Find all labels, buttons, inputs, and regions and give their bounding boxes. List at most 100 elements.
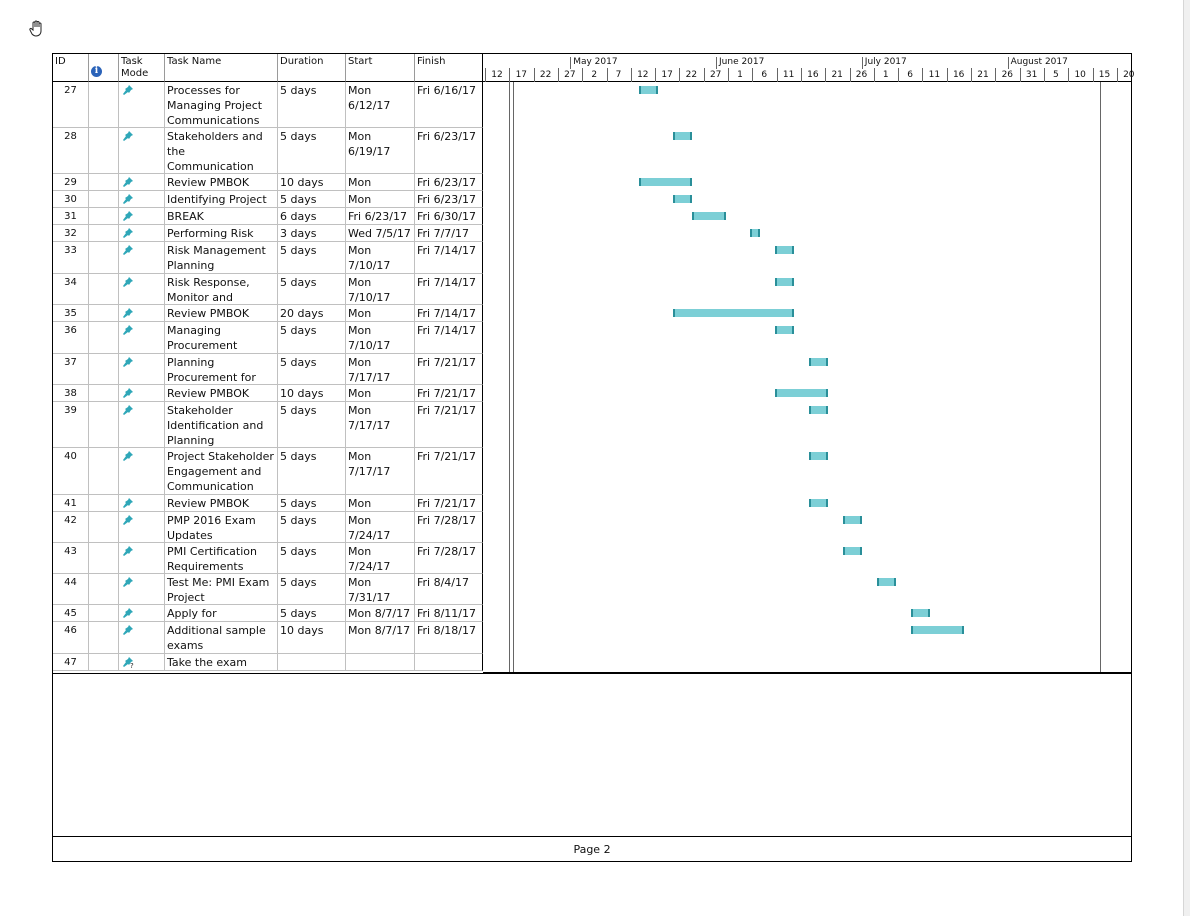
- task-start-cell[interactable]: Mon 6/12/17: [346, 174, 415, 191]
- task-id-cell[interactable]: 39: [53, 402, 89, 448]
- gantt-bar[interactable]: [808, 406, 829, 414]
- table-row[interactable]: 33 Risk Management Planning 5 days Mon 7/10…: [53, 242, 483, 274]
- task-finish-cell[interactable]: Fri 6/16/17: [415, 82, 483, 128]
- task-start-cell[interactable]: Mon 7/10/17: [346, 242, 415, 274]
- task-duration-cell[interactable]: 5 days: [278, 191, 346, 208]
- task-id-cell[interactable]: 44: [53, 574, 89, 605]
- task-mode-cell[interactable]: [119, 274, 165, 305]
- task-start-cell[interactable]: Mon 7/17/17: [346, 354, 415, 385]
- task-duration-cell[interactable]: 5 days: [278, 82, 346, 128]
- indicator-cell[interactable]: [89, 543, 119, 574]
- task-mode-cell[interactable]: [119, 354, 165, 385]
- task-finish-cell[interactable]: Fri 7/21/17: [415, 354, 483, 385]
- gantt-bar[interactable]: [750, 229, 761, 237]
- table-row[interactable]: 39 Stakeholder Identification and Plannin…: [53, 402, 483, 448]
- indicator-cell[interactable]: [89, 208, 119, 225]
- gantt-bar[interactable]: [842, 516, 863, 524]
- task-finish-cell[interactable]: Fri 7/21/17: [415, 448, 483, 495]
- task-mode-cell[interactable]: [119, 574, 165, 605]
- task-name-cell[interactable]: Additional sample exams: [165, 622, 278, 654]
- indicator-cell[interactable]: [89, 402, 119, 448]
- task-mode-cell[interactable]: [119, 225, 165, 242]
- task-duration-cell[interactable]: 5 days: [278, 448, 346, 495]
- task-duration-cell[interactable]: 20 days: [278, 305, 346, 322]
- task-id-cell[interactable]: 31: [53, 208, 89, 225]
- task-start-cell[interactable]: Mon 8/7/17: [346, 622, 415, 654]
- task-mode-cell[interactable]: [119, 543, 165, 574]
- task-finish-cell[interactable]: Fri 6/23/17: [415, 128, 483, 174]
- task-start-cell[interactable]: Mon 7/17/17: [346, 448, 415, 495]
- task-id-cell[interactable]: 27: [53, 82, 89, 128]
- gantt-bar[interactable]: [638, 178, 692, 186]
- task-id-cell[interactable]: 36: [53, 322, 89, 354]
- task-duration-cell[interactable]: 5 days: [278, 605, 346, 622]
- task-finish-cell[interactable]: Fri 7/14/17: [415, 242, 483, 274]
- task-id-cell[interactable]: 37: [53, 354, 89, 385]
- task-finish-cell[interactable]: Fri 6/23/17: [415, 174, 483, 191]
- table-row[interactable]: 43 PMI Certification Requirements 5 days Mo…: [53, 543, 483, 574]
- task-name-cell[interactable]: Managing Procurement During: [165, 322, 278, 354]
- task-finish-cell[interactable]: Fri 6/23/17: [415, 191, 483, 208]
- gantt-bar[interactable]: [692, 212, 726, 220]
- indicator-cell[interactable]: [89, 448, 119, 495]
- task-name-cell[interactable]: Test Me: PMI Exam Project: [165, 574, 278, 605]
- task-mode-cell[interactable]: [119, 605, 165, 622]
- task-mode-cell[interactable]: [119, 191, 165, 208]
- task-name-cell[interactable]: Identifying Project Risl: [165, 191, 278, 208]
- task-start-cell[interactable]: Mon 6/12/17: [346, 82, 415, 128]
- task-finish-cell[interactable]: Fri 7/21/17: [415, 385, 483, 402]
- task-start-cell[interactable]: [346, 654, 415, 671]
- task-start-cell[interactable]: Mon 7/31/17: [346, 574, 415, 605]
- indicator-cell[interactable]: [89, 305, 119, 322]
- task-name-cell[interactable]: Review PMBOK 10.0: [165, 174, 278, 191]
- task-duration-cell[interactable]: 6 days: [278, 208, 346, 225]
- task-duration-cell[interactable]: 5 days: [278, 128, 346, 174]
- indicator-cell[interactable]: [89, 605, 119, 622]
- table-row[interactable]: 46 Additional sample exams 10 days Mon 8/7/…: [53, 622, 483, 654]
- task-finish-cell[interactable]: Fri 7/14/17: [415, 274, 483, 305]
- task-start-cell[interactable]: Mon 7/10/17: [346, 322, 415, 354]
- indicator-cell[interactable]: [89, 242, 119, 274]
- task-name-cell[interactable]: Risk Response, Monitor and Control: [165, 274, 278, 305]
- indicator-cell[interactable]: [89, 274, 119, 305]
- gantt-bar[interactable]: [774, 246, 795, 254]
- table-row[interactable]: 40 Project Stakeholder Engagement and Com…: [53, 448, 483, 495]
- indicator-cell[interactable]: [89, 322, 119, 354]
- indicator-cell[interactable]: [89, 191, 119, 208]
- task-mode-cell[interactable]: [119, 448, 165, 495]
- task-finish-cell[interactable]: Fri 7/28/17: [415, 543, 483, 574]
- task-id-cell[interactable]: 33: [53, 242, 89, 274]
- gantt-bar[interactable]: [638, 86, 658, 94]
- task-mode-cell[interactable]: ?: [119, 654, 165, 671]
- gantt-bar[interactable]: [672, 195, 692, 203]
- task-id-cell[interactable]: 30: [53, 191, 89, 208]
- task-name-cell[interactable]: Review PMBOK 11.0: [165, 305, 278, 322]
- task-finish-cell[interactable]: Fri 8/11/17: [415, 605, 483, 622]
- gantt-bar[interactable]: [672, 132, 692, 140]
- column-header-duration[interactable]: Duration: [278, 54, 346, 82]
- task-name-cell[interactable]: Processes for Managing Project Communica…: [165, 82, 278, 128]
- column-header-task-mode[interactable]: Task Mode: [119, 54, 165, 82]
- gantt-bar[interactable]: [672, 309, 795, 317]
- task-mode-cell[interactable]: [119, 305, 165, 322]
- task-start-cell[interactable]: Mon 6/19/17: [346, 305, 415, 322]
- task-id-cell[interactable]: 34: [53, 274, 89, 305]
- task-duration-cell[interactable]: 5 days: [278, 543, 346, 574]
- task-start-cell[interactable]: Mon 7/17/17: [346, 402, 415, 448]
- table-row[interactable]: 31 BREAK 6 days Fri 6/23/17 Fri 6/30/17: [53, 208, 483, 225]
- task-duration-cell[interactable]: 10 days: [278, 174, 346, 191]
- task-finish-cell[interactable]: Fri 7/21/17: [415, 402, 483, 448]
- indicator-cell[interactable]: [89, 512, 119, 543]
- task-name-cell[interactable]: PMP 2016 Exam Updates: [165, 512, 278, 543]
- indicator-cell[interactable]: [89, 654, 119, 671]
- table-row[interactable]: 44 Test Me: PMI Exam Project 5 days Mon 7/3…: [53, 574, 483, 605]
- task-duration-cell[interactable]: 5 days: [278, 495, 346, 512]
- task-duration-cell[interactable]: 5 days: [278, 274, 346, 305]
- task-start-cell[interactable]: Mon 6/19/17: [346, 191, 415, 208]
- task-name-cell[interactable]: Review PMBOK 13.0: [165, 495, 278, 512]
- gantt-bar[interactable]: [808, 358, 829, 366]
